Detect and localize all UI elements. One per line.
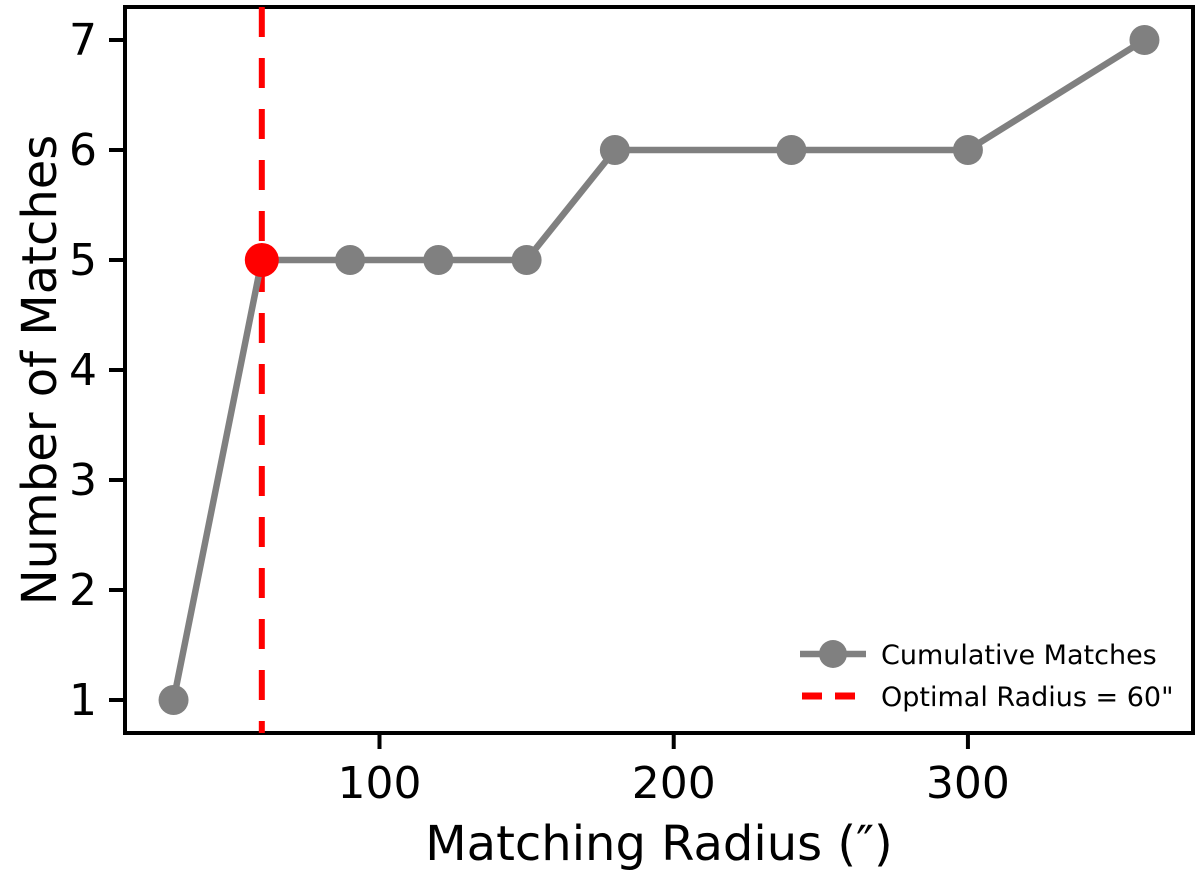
y-tick-label: 2	[69, 565, 97, 616]
legend: Cumulative Matches Optimal Radius = 60"	[800, 640, 1174, 713]
data-point-marker	[158, 685, 189, 715]
data-point-marker	[423, 245, 454, 275]
optimal-radius-point-marker	[244, 243, 279, 277]
legend-marker-sample-icon	[819, 640, 847, 668]
y-axis-label: Number of Matches	[12, 135, 68, 606]
axes-ticks: 100 200 300 1 2 3 4 5 6 7	[69, 15, 1010, 809]
y-tick-label: 6	[69, 125, 97, 176]
y-tick-label: 1	[69, 675, 97, 726]
y-tick-label: 3	[69, 455, 97, 506]
y-tick-label: 5	[69, 235, 97, 286]
x-tick-label: 200	[632, 758, 716, 809]
data-point-marker	[511, 245, 542, 275]
x-tick-label: 100	[338, 758, 422, 809]
legend-label-optimal-radius: Optimal Radius = 60"	[881, 682, 1174, 713]
y-tick-label: 4	[69, 345, 97, 396]
data-point-marker	[952, 135, 983, 165]
data-point-marker	[335, 245, 366, 275]
series-layer	[158, 7, 1160, 733]
cumulative-matches-line	[170, 37, 1147, 701]
y-tick-label: 7	[69, 15, 97, 66]
legend-label-cumulative-matches: Cumulative Matches	[881, 640, 1157, 671]
x-axis-label: Matching Radius (″)	[425, 816, 893, 872]
plot-border	[123, 5, 1195, 735]
data-point-marker	[776, 135, 807, 165]
data-point-marker	[1129, 25, 1160, 55]
x-tick-label: 300	[926, 758, 1010, 809]
data-point-marker	[599, 135, 630, 165]
